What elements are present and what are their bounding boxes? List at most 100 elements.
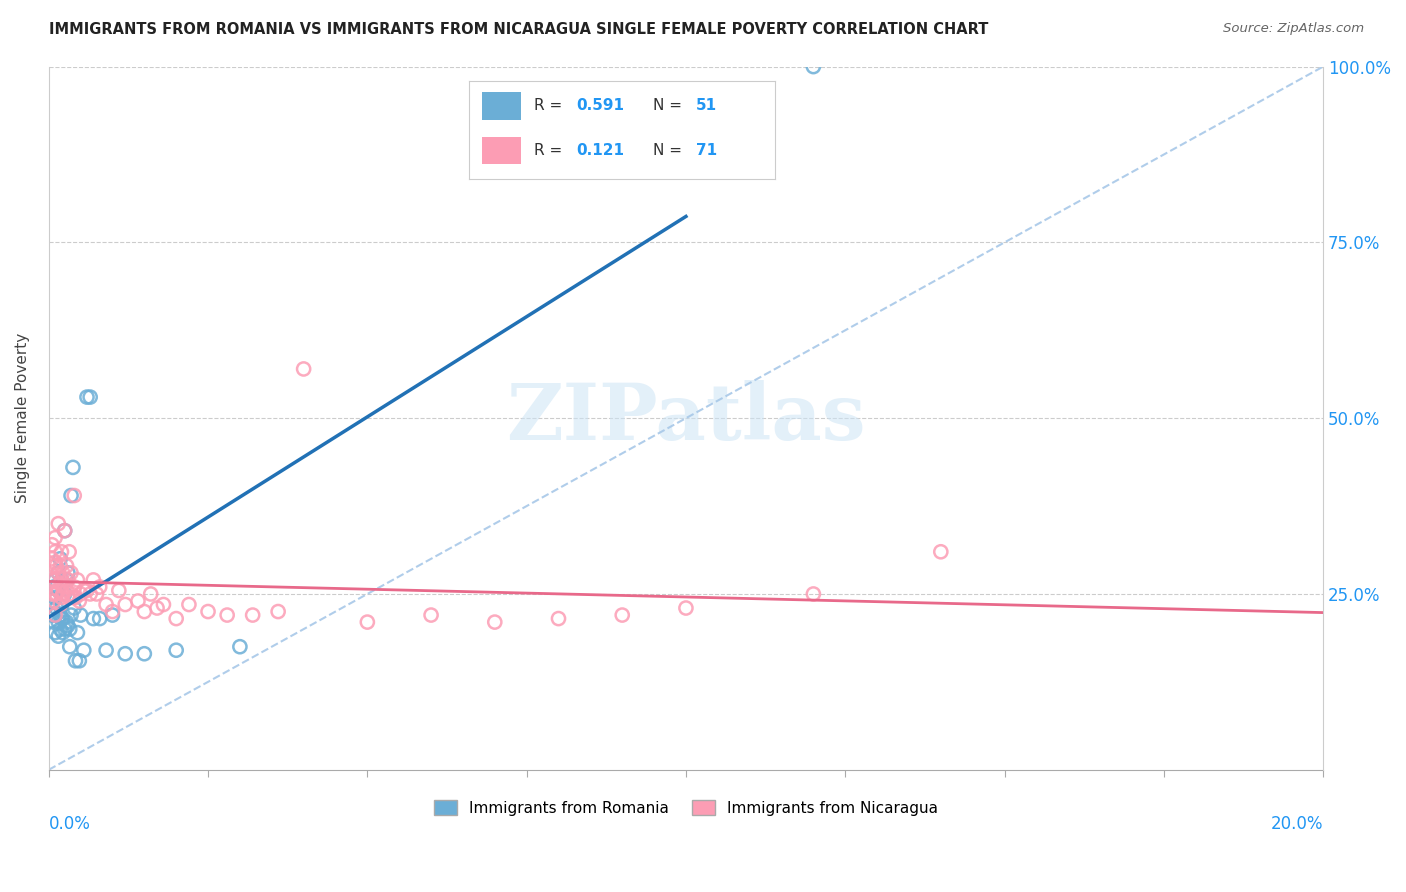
Point <box>127 594 149 608</box>
Point <box>49 558 72 573</box>
Point <box>73 643 96 657</box>
Point <box>51 573 73 587</box>
Point <box>63 489 86 503</box>
Point <box>152 598 174 612</box>
Point <box>42 558 65 573</box>
Point <box>65 654 87 668</box>
Y-axis label: Single Female Poverty: Single Female Poverty <box>15 333 30 503</box>
Point <box>44 591 66 605</box>
Point <box>134 647 156 661</box>
Point <box>56 566 79 580</box>
Point <box>612 608 634 623</box>
Point <box>44 608 66 623</box>
Point <box>56 591 79 605</box>
Point <box>44 587 66 601</box>
Text: 20.0%: 20.0% <box>1271 815 1323 833</box>
Point <box>67 594 90 608</box>
Point <box>55 573 77 587</box>
Legend: Immigrants from Romania, Immigrants from Nicaragua: Immigrants from Romania, Immigrants from… <box>427 794 943 822</box>
Point <box>52 587 75 601</box>
Point <box>242 608 264 623</box>
Point <box>73 583 96 598</box>
Point <box>45 580 67 594</box>
Point <box>108 583 131 598</box>
Point <box>165 611 187 625</box>
Point <box>41 587 63 601</box>
Point <box>58 545 80 559</box>
Point <box>46 566 69 580</box>
Point <box>76 390 98 404</box>
Point <box>165 643 187 657</box>
Text: 0.0%: 0.0% <box>49 815 90 833</box>
Point <box>52 611 75 625</box>
Point <box>67 654 90 668</box>
Point <box>41 538 63 552</box>
Point <box>94 598 117 612</box>
Point <box>76 583 98 598</box>
Point <box>420 608 443 623</box>
Point <box>46 566 69 580</box>
Point <box>51 573 73 587</box>
Point <box>44 573 66 587</box>
Point <box>62 460 84 475</box>
Point <box>42 615 65 629</box>
Point <box>51 594 73 608</box>
Point <box>356 615 378 629</box>
Point <box>229 640 252 654</box>
Point <box>44 573 66 587</box>
Point <box>60 489 83 503</box>
Point <box>49 576 72 591</box>
Point <box>49 551 72 566</box>
Point <box>46 516 69 531</box>
Point <box>79 587 101 601</box>
Point <box>46 615 69 629</box>
Point <box>46 629 69 643</box>
Point <box>82 611 104 625</box>
Point <box>44 608 66 623</box>
Point <box>803 60 825 74</box>
Point <box>41 573 63 587</box>
Point <box>44 555 66 569</box>
Point <box>60 566 83 580</box>
Point <box>53 580 76 594</box>
Point <box>44 531 66 545</box>
Point <box>53 524 76 538</box>
Point <box>51 545 73 559</box>
Point <box>52 566 75 580</box>
Point <box>42 594 65 608</box>
Point <box>42 580 65 594</box>
Point <box>114 647 136 661</box>
Point <box>177 598 200 612</box>
Point <box>51 611 73 625</box>
Point <box>217 608 239 623</box>
Point <box>292 362 315 376</box>
Point <box>46 583 69 598</box>
Point <box>62 591 84 605</box>
Point <box>49 622 72 636</box>
Point <box>41 594 63 608</box>
Point <box>94 643 117 657</box>
Point <box>82 573 104 587</box>
Point <box>45 587 67 601</box>
Point <box>86 587 108 601</box>
Point <box>484 615 506 629</box>
Point <box>53 524 76 538</box>
Point <box>267 605 290 619</box>
Point <box>56 618 79 632</box>
Text: Source: ZipAtlas.com: Source: ZipAtlas.com <box>1223 22 1364 36</box>
Point <box>69 587 91 601</box>
Text: ZIPatlas: ZIPatlas <box>506 380 866 456</box>
Point <box>547 611 569 625</box>
Point <box>55 583 77 598</box>
Text: IMMIGRANTS FROM ROMANIA VS IMMIGRANTS FROM NICARAGUA SINGLE FEMALE POVERTY CORRE: IMMIGRANTS FROM ROMANIA VS IMMIGRANTS FR… <box>49 22 988 37</box>
Point <box>803 587 825 601</box>
Point <box>44 625 66 640</box>
Point <box>101 605 124 619</box>
Point <box>60 608 83 623</box>
Point <box>197 605 219 619</box>
Point <box>49 598 72 612</box>
Point <box>45 601 67 615</box>
Point <box>101 608 124 623</box>
Point <box>139 587 162 601</box>
Point <box>46 583 69 598</box>
